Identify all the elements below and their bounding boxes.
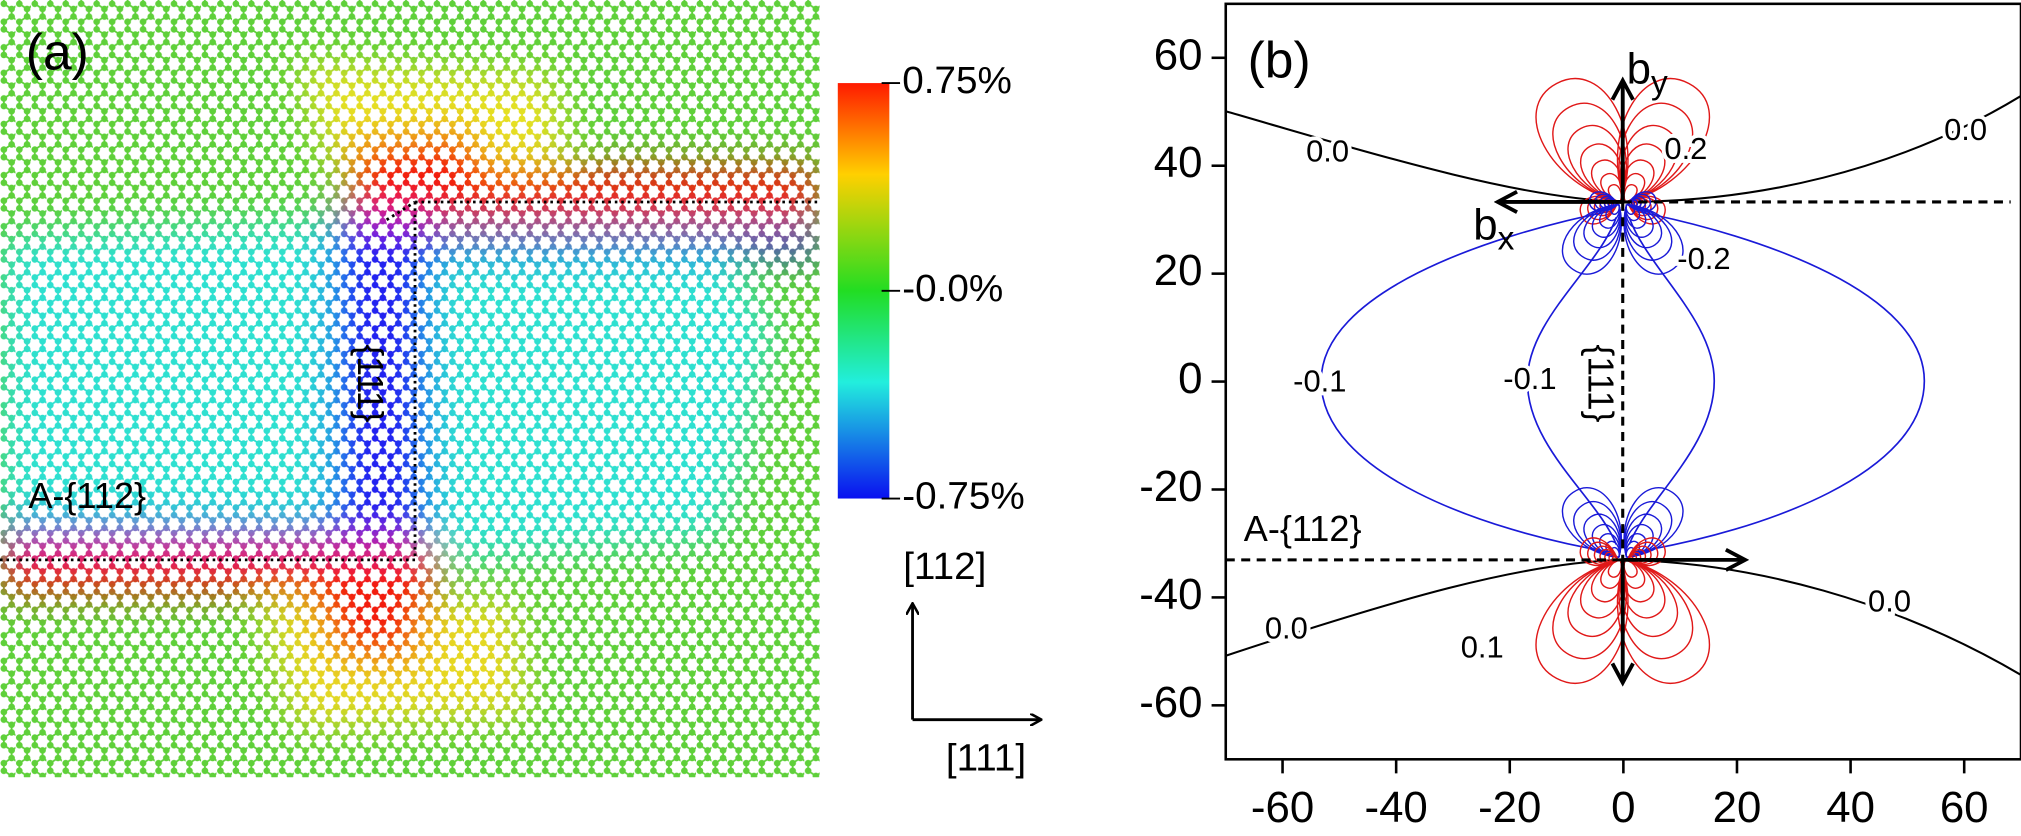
contour-line xyxy=(1627,537,1666,567)
y-tick-label: -40 xyxy=(1139,570,1202,619)
contour-line xyxy=(1623,203,1684,275)
panel-label: (b) xyxy=(1248,32,1311,89)
contour-line xyxy=(1593,545,1619,565)
plane-annotation: {111} xyxy=(1581,344,1622,422)
burgers-main: b xyxy=(1627,44,1651,93)
contour-line xyxy=(1552,102,1628,203)
y-tick-label: -20 xyxy=(1139,462,1202,511)
contour-line xyxy=(1579,537,1619,567)
burgers-label: bx xyxy=(1473,200,1514,257)
contour-line xyxy=(1627,196,1659,221)
contour-line xyxy=(1618,102,1694,203)
contour-line xyxy=(1627,548,1647,564)
contour-line xyxy=(1623,487,1684,559)
direction-label: [112] xyxy=(903,545,986,588)
contour-line xyxy=(1591,524,1621,559)
contour-line xyxy=(1561,487,1623,559)
contour-line xyxy=(1573,500,1622,559)
contour-line xyxy=(1628,217,1716,545)
x-tick-label: -60 xyxy=(1251,783,1314,832)
burgers-sub: x xyxy=(1498,220,1515,257)
y-tick-label: 0 xyxy=(1178,354,1202,403)
interface-annotation: A-{112} xyxy=(1244,508,1362,549)
x-tick-label: 60 xyxy=(1940,783,1989,832)
contour-line xyxy=(1526,217,1618,545)
contour-line xyxy=(1627,541,1659,566)
contour-line xyxy=(1634,210,1926,554)
contour-line xyxy=(1624,524,1654,559)
contour-label: 0.0 xyxy=(1944,112,1987,147)
interface-lines xyxy=(1225,200,2011,562)
direction-axes xyxy=(913,605,1041,720)
contour-label: 0.2 xyxy=(1664,131,1707,166)
y-tick-label: 60 xyxy=(1154,30,1203,79)
contour-label: -0.1 xyxy=(1293,364,1346,399)
contour-line xyxy=(1616,77,1710,203)
contour-label: -0.1 xyxy=(1503,361,1556,396)
contour-line xyxy=(1320,210,1612,554)
contour-label: -0.2 xyxy=(1677,241,1730,276)
contour-line xyxy=(1627,545,1652,565)
y-tick-label: 40 xyxy=(1154,138,1203,187)
contour-line xyxy=(1616,559,1710,684)
contour-line xyxy=(1583,203,1622,249)
colorbar-tick-label: 0.75% xyxy=(902,59,1012,102)
interface-lines xyxy=(0,200,820,562)
contour-line xyxy=(1624,513,1663,559)
contour-line xyxy=(1561,203,1623,275)
x-tick-label: 20 xyxy=(1713,783,1762,832)
contour-line xyxy=(1587,196,1619,221)
contour-line xyxy=(1627,195,1666,225)
colorbar xyxy=(837,83,890,499)
direction-label: [111] xyxy=(946,737,1026,780)
contour-label: 0.0 xyxy=(1868,584,1911,619)
burgers-main: b xyxy=(1473,200,1497,249)
contour-line xyxy=(1623,203,1673,261)
contour-line xyxy=(1623,500,1673,559)
panel-label: (a) xyxy=(26,24,89,81)
contour-label: 0.1 xyxy=(1461,630,1504,665)
strain-map xyxy=(0,0,820,778)
contour-line xyxy=(1535,559,1629,684)
contour-line xyxy=(1583,513,1622,559)
contour-line xyxy=(1535,77,1629,203)
contour-label: 0.0 xyxy=(1265,610,1308,645)
x-tick-label: 40 xyxy=(1826,783,1875,832)
x-tick-label: -40 xyxy=(1364,783,1427,832)
contour-line xyxy=(1579,195,1619,225)
contour-line xyxy=(1618,559,1694,660)
burgers-vectors xyxy=(1499,82,1744,682)
contour-line xyxy=(1599,548,1619,564)
y-tick-label: 20 xyxy=(1154,246,1203,295)
x-tick-label: -20 xyxy=(1478,783,1541,832)
contour-line xyxy=(1552,559,1628,660)
burgers-sub: y xyxy=(1651,64,1668,101)
colorbar-tick-label: -0.75% xyxy=(902,475,1025,518)
contour-label: 0.0 xyxy=(1306,134,1349,169)
plane-annotation: {111} xyxy=(350,344,391,422)
x-tick-label: 0 xyxy=(1611,783,1635,832)
contour-line xyxy=(1624,203,1663,249)
colorbar-tick-label: -0.0% xyxy=(902,267,1003,310)
y-tick-label: -60 xyxy=(1139,678,1202,727)
contour-line xyxy=(1587,541,1619,566)
burgers-label: by xyxy=(1627,44,1668,101)
interface-annotation: A-{112} xyxy=(28,475,146,516)
contour-line xyxy=(1573,203,1622,261)
